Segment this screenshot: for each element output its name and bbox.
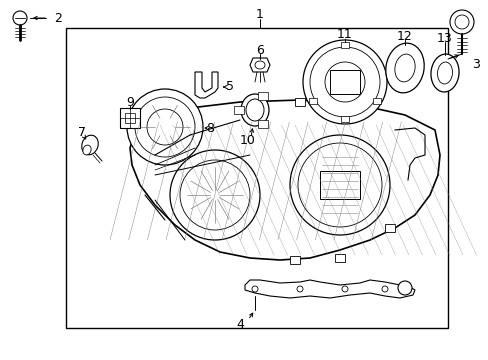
Text: 9: 9 <box>126 95 134 108</box>
Bar <box>258 120 267 128</box>
Text: 10: 10 <box>240 134 255 147</box>
Text: 4: 4 <box>236 319 244 332</box>
Text: 13: 13 <box>436 31 452 45</box>
Circle shape <box>135 97 195 157</box>
Circle shape <box>309 47 379 117</box>
Text: 1: 1 <box>256 8 264 21</box>
Circle shape <box>180 160 249 230</box>
Circle shape <box>147 109 183 145</box>
Circle shape <box>303 40 386 124</box>
Bar <box>319 171 359 199</box>
Text: 8: 8 <box>205 122 214 135</box>
Text: 6: 6 <box>256 44 264 57</box>
Bar <box>66 28 447 328</box>
Circle shape <box>341 286 347 292</box>
Bar <box>334 254 345 262</box>
Bar <box>234 106 244 114</box>
Bar <box>354 103 364 111</box>
Bar <box>384 224 394 232</box>
Circle shape <box>170 150 260 240</box>
Ellipse shape <box>437 62 451 84</box>
Bar <box>308 98 316 104</box>
Bar <box>125 113 135 123</box>
Circle shape <box>381 286 387 292</box>
Polygon shape <box>244 280 414 298</box>
Ellipse shape <box>385 43 424 93</box>
Text: 12: 12 <box>396 30 412 42</box>
Bar <box>289 256 299 264</box>
Text: 7: 7 <box>78 126 86 139</box>
Ellipse shape <box>241 94 268 126</box>
Ellipse shape <box>245 99 264 121</box>
Bar <box>329 70 359 94</box>
Ellipse shape <box>254 61 264 69</box>
Circle shape <box>289 135 389 235</box>
Circle shape <box>297 143 381 227</box>
Ellipse shape <box>430 54 458 92</box>
Bar <box>258 92 267 100</box>
Bar <box>372 98 380 104</box>
Polygon shape <box>130 100 439 260</box>
Bar <box>294 98 305 106</box>
Text: 5: 5 <box>225 81 234 94</box>
Text: 3: 3 <box>471 58 479 71</box>
Bar <box>120 108 140 128</box>
Ellipse shape <box>81 135 98 155</box>
Ellipse shape <box>82 145 91 155</box>
Circle shape <box>296 286 303 292</box>
Circle shape <box>325 62 364 102</box>
Circle shape <box>251 286 258 292</box>
Bar <box>340 42 348 48</box>
Text: 2: 2 <box>54 12 62 24</box>
Bar <box>340 116 348 122</box>
Circle shape <box>13 11 27 25</box>
Circle shape <box>454 15 468 29</box>
Text: 11: 11 <box>336 28 352 41</box>
Circle shape <box>127 89 203 165</box>
Ellipse shape <box>394 54 414 82</box>
Polygon shape <box>249 58 269 72</box>
Polygon shape <box>195 72 218 98</box>
Circle shape <box>449 10 473 34</box>
Circle shape <box>397 281 411 295</box>
